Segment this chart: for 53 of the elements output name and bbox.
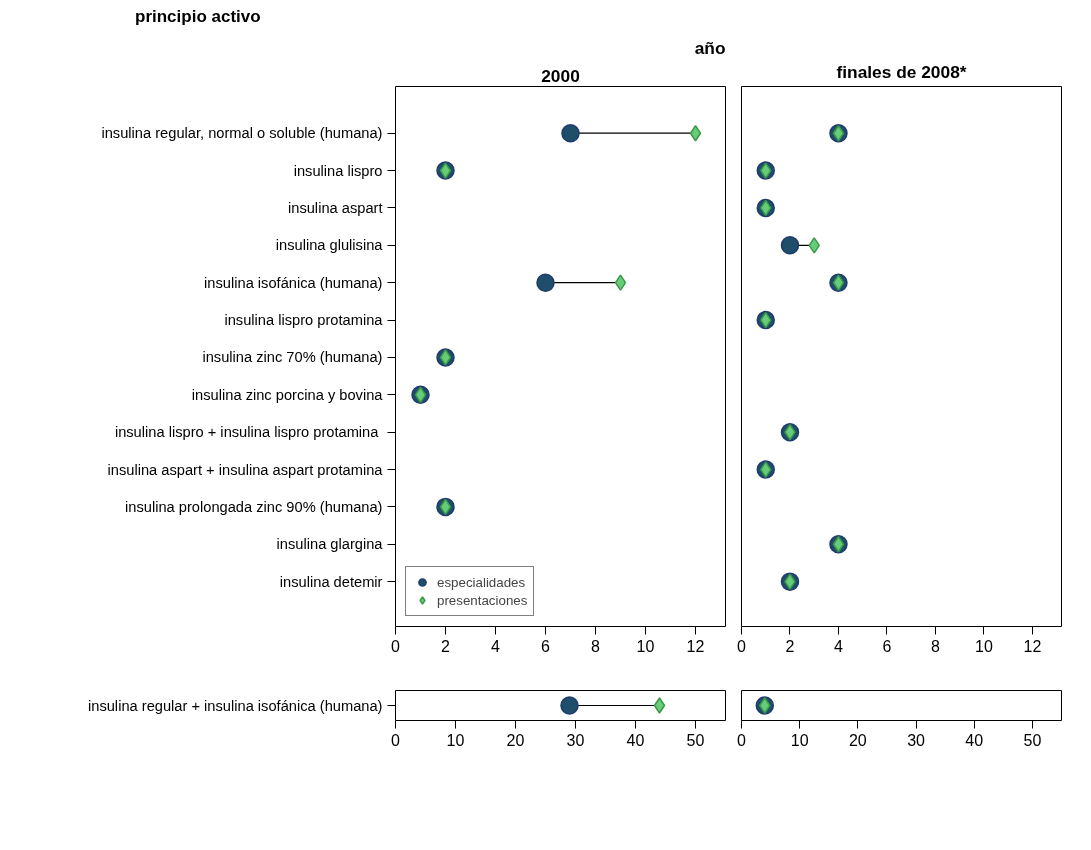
legend-label: presentaciones bbox=[437, 592, 528, 608]
y-tick-label: insulina zinc porcina y bovina bbox=[191, 386, 384, 403]
y-tick-label: insulina glargina bbox=[276, 536, 384, 553]
x-tick-label: 20 bbox=[848, 731, 867, 749]
y-tick-label: insulina aspart + insulina aspart protamina bbox=[107, 461, 384, 478]
x-tick-label: 0 bbox=[391, 637, 401, 655]
x-tick-label: 10 bbox=[636, 637, 655, 655]
chart-title: año bbox=[694, 37, 726, 58]
x-tick-label: 12 bbox=[1023, 637, 1042, 655]
y-tick-label: insulina lispro bbox=[293, 162, 383, 179]
x-tick-label: 50 bbox=[1023, 731, 1042, 749]
x-tick-label: 12 bbox=[686, 637, 705, 655]
x-tick-label: 40 bbox=[965, 731, 984, 749]
y-tick-label: insulina detemir bbox=[279, 573, 383, 590]
y-tick-label: insulina aspart bbox=[287, 199, 383, 216]
y-tick-label: insulina lispro + insulina lispro protamina bbox=[114, 424, 380, 441]
y-tick-label: insulina glulisina bbox=[275, 237, 384, 254]
y-tick-label: insulina prolongada zinc 90% (humana) bbox=[125, 498, 383, 515]
x-tick-label: 30 bbox=[907, 731, 926, 749]
x-tick-label: 4 bbox=[834, 637, 844, 655]
point bbox=[614, 274, 627, 291]
chart-subtitle: 2000 bbox=[541, 65, 580, 86]
x-tick-label: 0 bbox=[737, 637, 747, 655]
x-tick-label: 10 bbox=[975, 637, 993, 655]
y-tick-label: insulina lispro protamina bbox=[224, 312, 384, 329]
point bbox=[780, 236, 800, 255]
y-tick-label: insulina regular + insulina isofánica (humana) bbox=[87, 697, 383, 714]
y-axis-title: principio activo bbox=[135, 6, 261, 28]
x-tick-label: 4 bbox=[491, 637, 501, 655]
x-tick-label: 2 bbox=[441, 637, 451, 655]
x-tick-label: 8 bbox=[930, 637, 940, 655]
y-tick-label: insulina regular, normal o soluble (humana) bbox=[101, 125, 383, 142]
point bbox=[561, 123, 580, 143]
x-tick-label: 8 bbox=[591, 637, 601, 655]
x-tick-label: 6 bbox=[882, 637, 892, 655]
point bbox=[536, 273, 555, 292]
x-tick-label: 10 bbox=[446, 731, 465, 749]
legend-label: especialidades bbox=[437, 574, 526, 590]
point bbox=[808, 237, 820, 254]
x-tick-label: 2 bbox=[785, 637, 795, 655]
y-tick-label: insulina zinc 70% (humana) bbox=[202, 349, 383, 366]
x-tick-label: 10 bbox=[790, 731, 809, 749]
chart-subtitle: finales de 2008* bbox=[836, 61, 967, 82]
x-tick-label: 0 bbox=[737, 731, 747, 749]
x-tick-label: 30 bbox=[566, 731, 585, 749]
x-tick-label: 40 bbox=[626, 731, 645, 749]
x-tick-label: 6 bbox=[541, 637, 551, 655]
x-tick-label: 20 bbox=[506, 731, 525, 749]
x-tick-label: 50 bbox=[686, 731, 705, 749]
point bbox=[689, 124, 702, 142]
x-tick-label: 0 bbox=[391, 731, 401, 749]
point bbox=[784, 573, 796, 590]
y-tick-label: insulina isofánica (humana) bbox=[204, 274, 383, 291]
